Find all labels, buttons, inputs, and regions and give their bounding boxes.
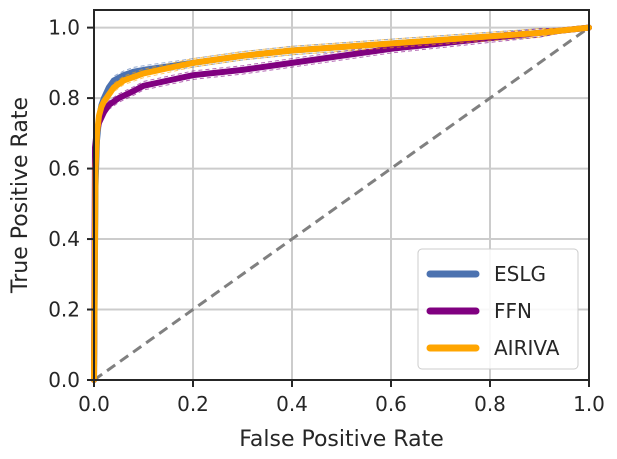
y-tick-label: 1.0 (48, 16, 80, 40)
legend-label-eslg: ESLG (494, 262, 546, 286)
y-tick-label: 0.0 (48, 368, 80, 392)
x-tick-label: 0.2 (177, 392, 209, 416)
legend-label-airiva: AIRIVA (494, 336, 560, 360)
legend-label-ffn: FFN (494, 299, 532, 323)
x-tick-label: 0.6 (375, 392, 407, 416)
y-tick-label: 0.8 (48, 86, 80, 110)
x-tick-label: 0.8 (474, 392, 506, 416)
series-line-airiva (91, 24, 592, 383)
y-axis-label: True Positive Rate (8, 97, 33, 294)
reference-diagonal (93, 26, 590, 382)
y-tick-label: 0.4 (48, 227, 80, 251)
ticks: 0.0 0.2 0.4 0.6 0.8 1.0 0.0 0.2 0.4 0.6 0.8 1.0 (48, 16, 605, 416)
x-axis-label: False Positive Rate (239, 427, 443, 452)
x-tick-label: 1.0 (573, 392, 605, 416)
x-tick-label: 0.0 (78, 392, 110, 416)
y-tick-label: 0.6 (48, 157, 80, 181)
chance-line (93, 26, 590, 382)
plot-frame (93, 9, 590, 381)
legend-box (417, 248, 579, 370)
series-lines (91, 24, 592, 383)
x-tick-label: 0.4 (276, 392, 308, 416)
legend: ESLG FFN AIRIVA (417, 248, 579, 370)
y-tick-label: 0.2 (48, 298, 80, 322)
series-band-airiva (93, 27, 590, 381)
series-band-airiva (93, 27, 590, 381)
